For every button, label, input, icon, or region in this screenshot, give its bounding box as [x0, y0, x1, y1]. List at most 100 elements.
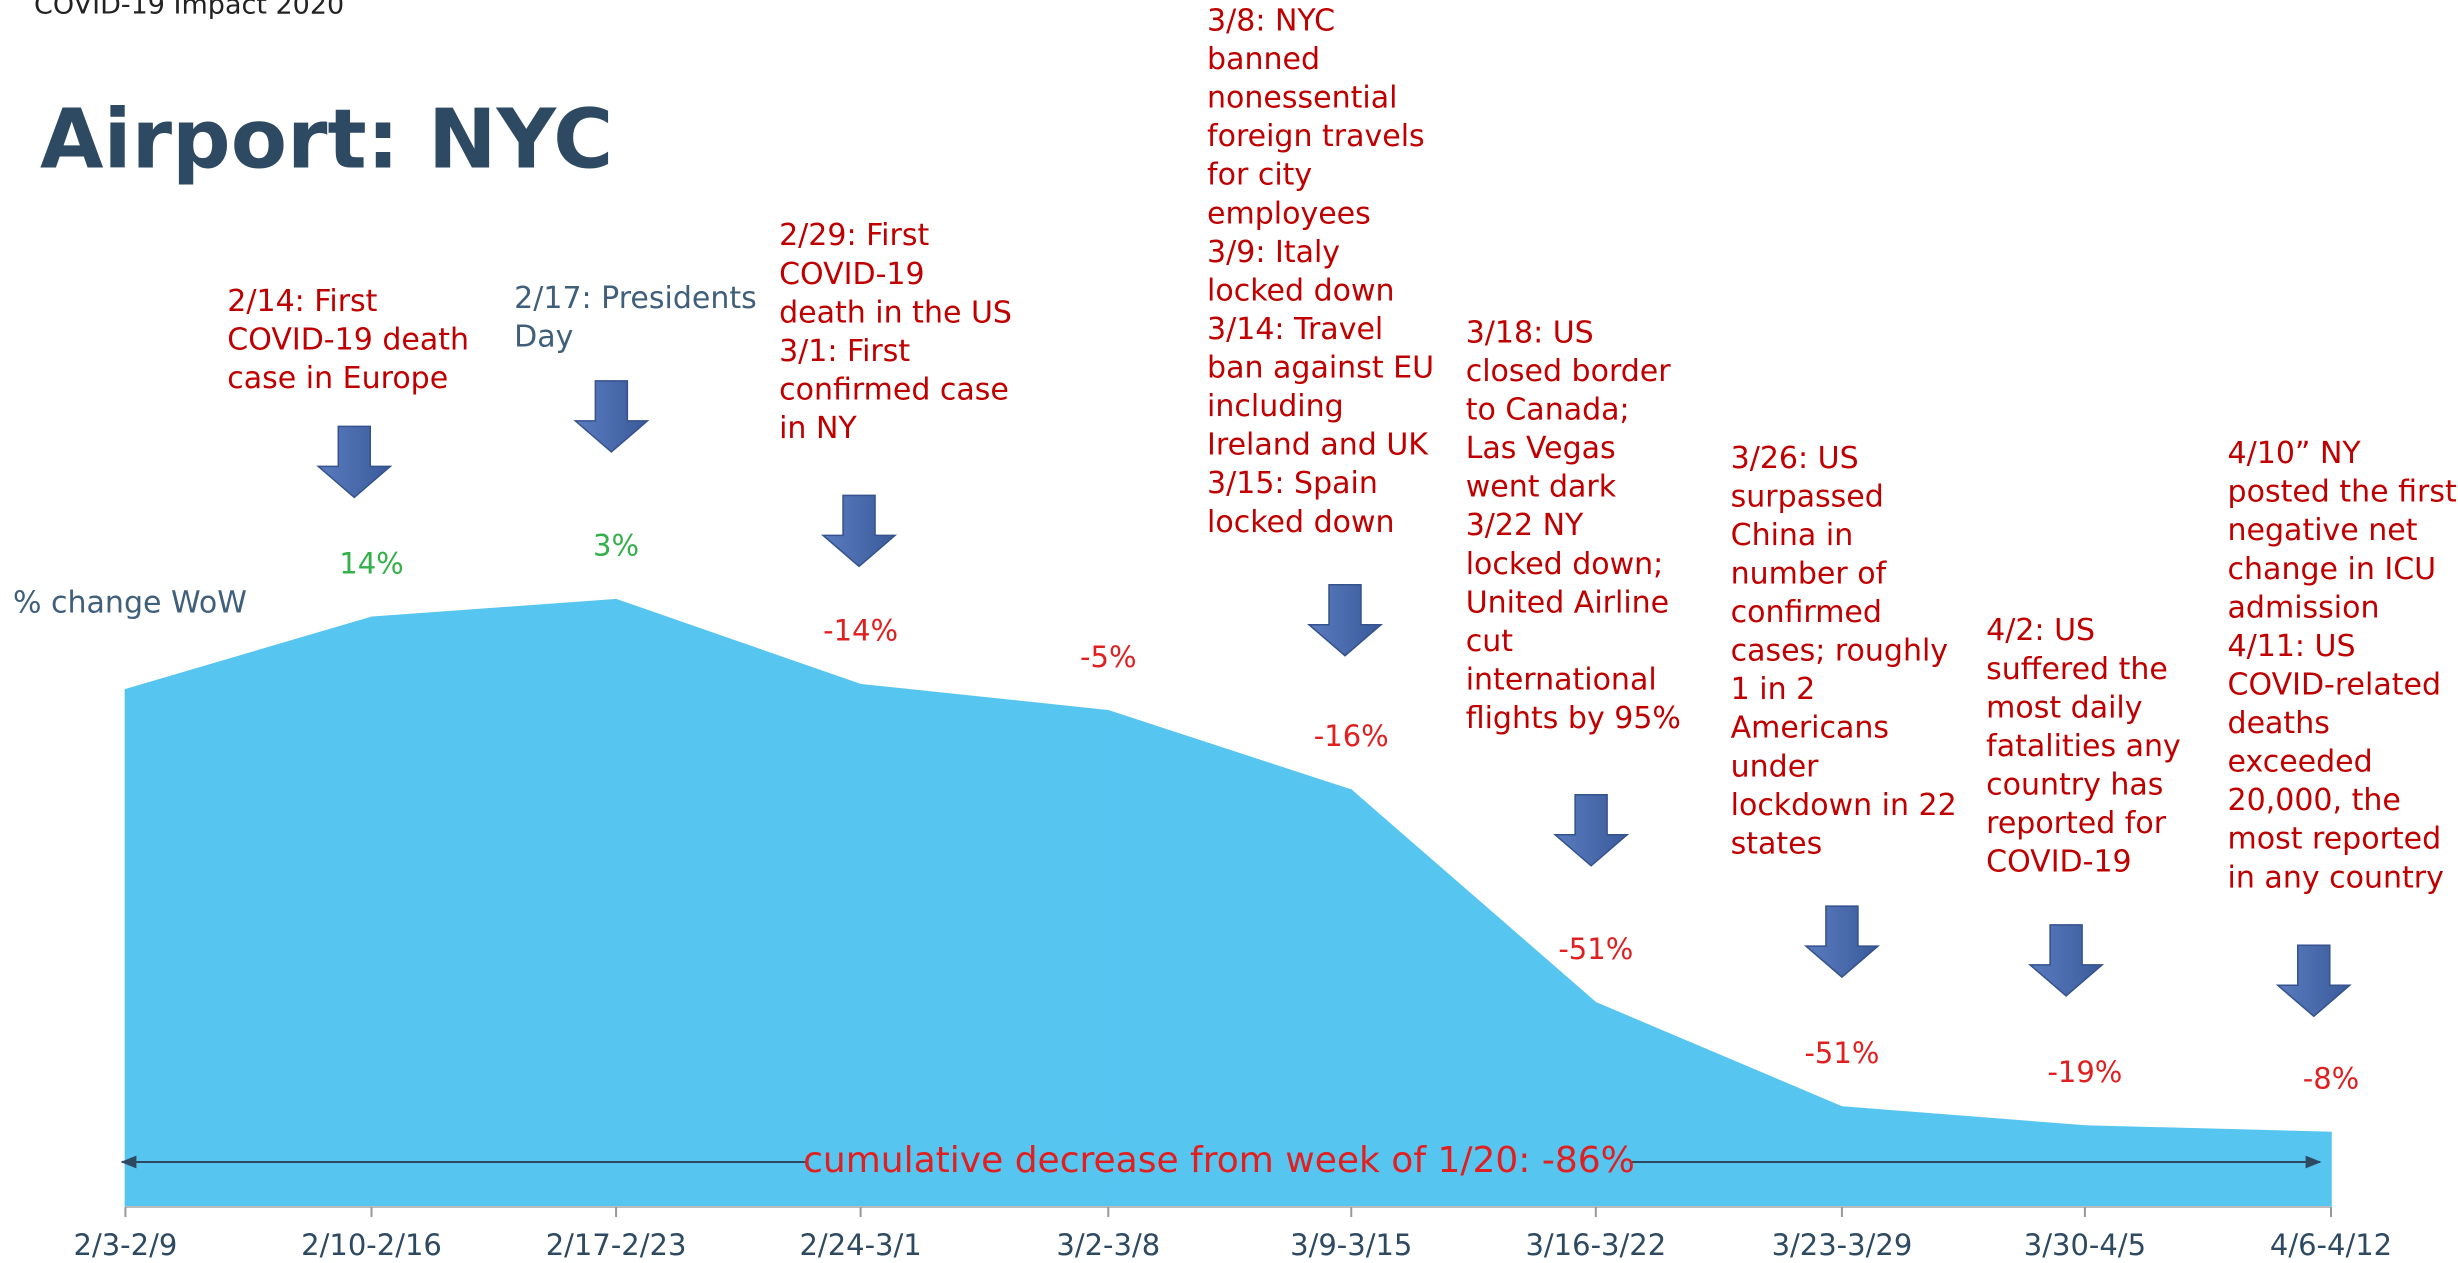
data-label: 3% [593, 529, 639, 563]
chart-title: Airport: NYC [40, 92, 613, 187]
annotation-line: in any country [2228, 860, 2444, 895]
arrow [1803, 905, 1880, 979]
annotation-line: negative net [2228, 513, 2418, 548]
annotation-line: 3/26: US [1731, 441, 1859, 476]
annotation-line: under [1731, 749, 1820, 784]
annotation-line: suffered the [1986, 652, 2168, 687]
annotation-line: number of [1731, 556, 1888, 591]
x-tick-label: 2/24-3/1 [799, 1228, 921, 1262]
annotation-line: locked down [1207, 273, 1394, 308]
annotation-line: employees [1207, 196, 1371, 231]
annotation-line: nonessential [1207, 81, 1397, 116]
data-label: -16% [1314, 719, 1389, 753]
data-labels: 14% 3% -14% -5% -16% -51% -51% -19% -8% [339, 529, 2359, 1096]
annotation-line: in NY [779, 411, 857, 446]
annotation-line: 3/15: Spain [1207, 466, 1378, 501]
annotation-line: 4/2: US [1986, 613, 2095, 648]
arrow [2028, 924, 2105, 997]
x-tick-label: 4/6-4/12 [2270, 1228, 2392, 1262]
annotation-line: 2/17: Presidents [514, 281, 757, 316]
annotation-line: COVID-19 [1986, 845, 2132, 880]
annotation-line: for city [1207, 158, 1312, 193]
area-segment [124, 616, 373, 1208]
area-segment [2084, 1125, 2332, 1208]
annotation-line: posted the first [2228, 475, 2457, 510]
arrow [2275, 944, 2352, 1018]
annotation-line: went dark [1466, 470, 1617, 505]
annotation-line: cut [1466, 624, 1514, 659]
annotation-line: exceeded [2228, 745, 2373, 780]
annotation-line: confirmed case [779, 372, 1009, 407]
annotation-line: surpassed [1731, 479, 1884, 514]
annotation-line: to Canada; [1466, 393, 1630, 428]
annotation-line: United Airline [1466, 585, 1669, 620]
data-label: -51% [1558, 932, 1633, 966]
area-segment [1841, 1106, 2086, 1208]
annotation-line: 3/8: NYC [1207, 3, 1335, 38]
area-segment [615, 598, 862, 1208]
annotation-line: Americans [1731, 711, 1889, 746]
annotation-line: 4/10” NY [2228, 436, 2362, 471]
arrow [1306, 583, 1384, 657]
summary: cumulative decrease from week of 1/20: -… [803, 1140, 1635, 1181]
annotation-line: Las Vegas [1466, 431, 1616, 466]
annotation-line: country has [1986, 767, 2163, 802]
x-tick-label: 3/30-4/5 [2024, 1228, 2146, 1262]
annotation-line: Day [514, 319, 573, 354]
annotation-line: cases; roughly [1731, 634, 1948, 669]
arrow [573, 380, 650, 453]
arrow [1553, 794, 1630, 867]
annotation-line: 3/22 NY [1466, 508, 1584, 543]
annotation-line: international [1466, 662, 1657, 697]
annotation-line: most reported [2228, 822, 2442, 857]
annotation-line: case in Europe [227, 361, 448, 396]
annotation-line: flights by 95% [1466, 701, 1681, 736]
annotation-line: closed border [1466, 354, 1672, 389]
annotation-line: 3/9: Italy [1207, 235, 1340, 270]
area-segment [370, 598, 617, 1208]
annotation-line: Ireland and UK [1207, 428, 1429, 463]
annotation-line: 3/14: Travel [1207, 312, 1383, 347]
annotation-line: 4/11: US [2228, 629, 2356, 664]
x-tick-label: 2/3-2/9 [74, 1228, 178, 1262]
annotation-line: locked down [1207, 505, 1394, 540]
annotation-line: ban against EU [1207, 351, 1434, 386]
annotation-line: 20,000, the [2228, 783, 2401, 818]
annotation-line: locked down; [1466, 547, 1664, 582]
x-tick-label: 3/9-3/15 [1290, 1228, 1412, 1262]
data-label: 14% [339, 546, 403, 580]
annotation-line: 3/18: US [1466, 315, 1594, 350]
data-label: -5% [1080, 640, 1136, 674]
annotation-line: COVID-19 [779, 257, 925, 292]
summary-bg [808, 1140, 1630, 1184]
annotation-line: admission [2228, 590, 2380, 625]
x-tick-label: 3/23-3/29 [1772, 1228, 1913, 1262]
annotation-line: 2/14: First [227, 284, 377, 319]
annotation-line: COVID-related [2228, 667, 2441, 702]
annotation-line: including [1207, 389, 1344, 424]
y-label: % change WoW [13, 586, 247, 621]
x-axis: 2/3-2/9 2/10-2/16 2/17-2/23 2/24-3/1 3/2-3/8… [74, 1140, 2392, 1262]
x-tick-label: 2/10-2/16 [301, 1228, 442, 1262]
data-label: -8% [2303, 1061, 2359, 1095]
arrow [821, 494, 898, 568]
annotation-line: deaths [2228, 706, 2330, 741]
area-segment [859, 683, 1110, 1208]
annotation-line: banned [1207, 42, 1320, 77]
area-segment [1107, 709, 1353, 1208]
annotation-line: COVID-19 death [227, 323, 469, 358]
data-label: -51% [1804, 1036, 1879, 1070]
annotation-line: change in ICU [2228, 552, 2437, 587]
annotation-line: fatalities any [1986, 729, 2181, 764]
annotation-line: 2/29: First [779, 218, 929, 253]
annotation-line: confirmed [1731, 595, 1882, 630]
annotation-line: most daily [1986, 690, 2142, 725]
arrow [316, 425, 393, 499]
annotation-line: death in the US [779, 295, 1012, 330]
x-tick-label: 2/17-2/23 [546, 1228, 687, 1262]
x-tick-label: 3/16-3/22 [1525, 1228, 1666, 1262]
annotation-line: reported for [1986, 806, 2167, 841]
annotation-line: lockdown in 22 [1731, 788, 1957, 823]
